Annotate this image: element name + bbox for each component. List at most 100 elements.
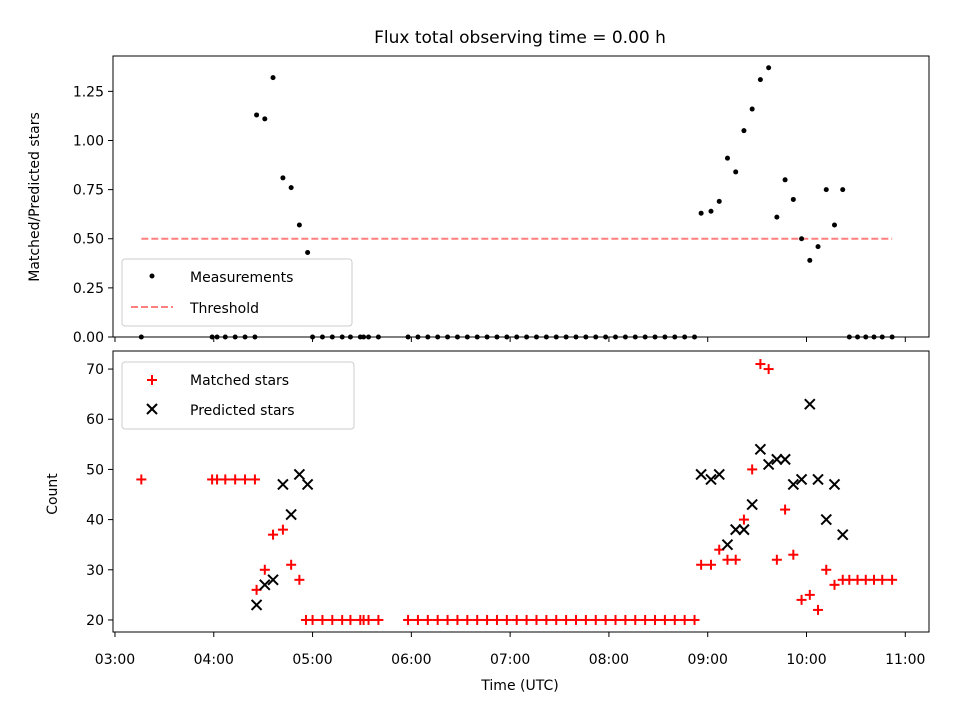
measurement-point [741,128,747,134]
measurement-point [698,210,704,216]
matched-star-point [630,614,641,625]
matched-star-point [771,554,782,565]
x-tick-label: 05:00 [292,652,332,668]
predicted-star-point [787,478,800,491]
top-x-axis [114,337,906,342]
y-tick-label: 60 [86,412,104,428]
predicted-star-point [705,473,717,486]
matched-star-point [482,614,493,625]
bottom-legend: Matched stars Predicted stars [121,361,355,430]
predicted-star-point [837,528,849,541]
matched-star-point [277,524,288,535]
predicted-star-point [771,453,783,466]
x-tick-label: 11:00 [885,652,925,668]
predicted-star-point [301,478,314,491]
bottom-plot-area [136,359,898,625]
predicted-star-point [812,473,824,486]
predicted-star-point [779,453,791,466]
matched-star-point [422,614,433,625]
top-y-axis-label: Matched/Predicted stars [27,112,43,282]
matched-star-point [755,359,766,370]
matched-star-point [511,614,522,625]
predicted-star-point [804,398,816,410]
matched-star-point [363,614,374,625]
legend-measurements-marker [149,273,155,279]
matched-star-point [763,364,774,375]
predicted-star-point [828,478,841,491]
bottom-legend-box [121,361,355,430]
x-tick-label: 10:00 [786,652,826,668]
matched-star-point [561,614,572,625]
legend-predicted-label: Predicted stars [190,403,295,419]
measurement-point [823,187,829,193]
measurement-point [305,250,311,256]
legend-measurements-label: Measurements [190,270,293,286]
matched-star-point [804,589,815,600]
matched-star-point [345,614,356,625]
matched-star-point [230,474,241,485]
top-axes-frame [112,55,930,338]
y-tick-label: 70 [86,362,104,378]
y-tick-label: 0.75 [73,183,104,199]
matched-star-point [412,614,423,625]
measurement-point [815,244,821,250]
predicted-star-point [746,498,758,511]
bottom-axes-frame [112,350,930,633]
matched-star-point [813,604,824,615]
x-tick-label: 07:00 [490,652,530,668]
measurement-point [774,214,780,220]
predicted-star-point [259,579,271,591]
x-tick-label: 03:00 [95,652,135,668]
predicted-star-point [754,443,767,456]
measurement-point [288,185,294,191]
matched-star-point [452,614,463,625]
matched-star-point [610,614,621,625]
matched-star-point [706,559,717,570]
bottom-y-axis-label: Count [45,473,61,515]
matched-star-point [240,474,251,485]
predicted-star-point [267,574,279,586]
predicted-star-point [293,468,306,481]
matched-star-point [796,594,807,605]
matched-star-point [432,614,443,625]
measurement-point [840,187,846,193]
matched-star-point [294,574,305,585]
predicted-star-point [277,478,289,491]
bottom-x-axis: 03:00 04:00 05:00 06:00 07:00 08:00 09:00 10:00… [95,632,925,668]
matched-star-point [541,614,552,625]
matched-star-point [551,614,562,625]
matched-star-point [669,614,680,625]
measurement-point [807,257,813,263]
matched-star-point [249,474,260,485]
predicted-star-point [795,473,808,486]
measurement-point [749,106,755,112]
matched-star-point [373,614,384,625]
matched-star-point [442,614,453,625]
measurement-point [254,112,260,118]
matched-star-point [747,464,758,475]
matched-star-point [403,614,414,625]
x-tick-label: 09:00 [688,652,728,668]
matched-star-point [580,614,591,625]
matched-star-point [590,614,601,625]
measurement-point [757,77,763,83]
predicted-star-point [721,538,734,551]
matched-star-point [650,614,661,625]
matched-star-point [689,614,700,625]
measurement-point [716,198,722,204]
matched-star-point [531,614,542,625]
matched-star-point [259,564,270,575]
matched-star-point [877,574,888,585]
measurement-point [782,177,788,183]
matched-star-point [600,614,611,625]
matched-star-point [780,504,791,515]
measurement-point [766,65,772,71]
legend-matched-label: Matched stars [190,373,289,389]
matched-star-point [738,514,749,525]
x-tick-label: 04:00 [194,652,234,668]
top-y-axis: 0.00 0.25 0.50 0.75 1.00 1.25 [73,84,113,346]
matched-star-point [887,574,898,585]
bottom-y-axis: 20 30 40 50 60 70 [86,362,113,629]
measurement-point [262,116,268,122]
